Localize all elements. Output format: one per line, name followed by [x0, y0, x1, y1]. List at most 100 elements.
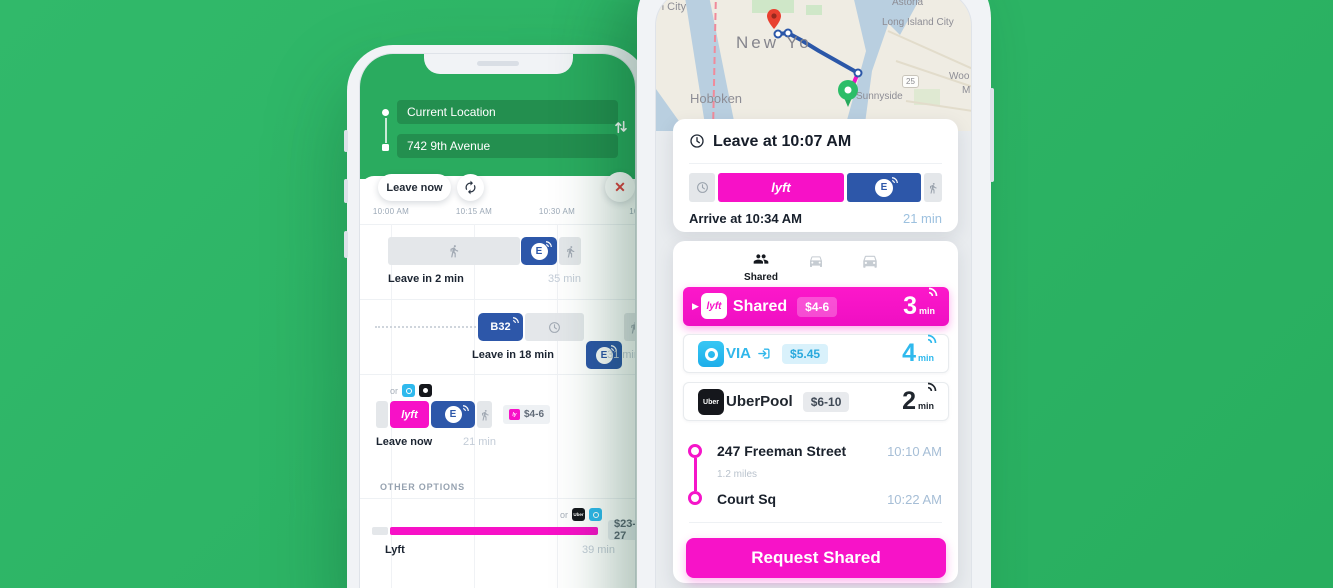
- option-price-badge: $4-6: [797, 296, 838, 317]
- rideshare-icon-dark: [419, 384, 433, 397]
- phone-notch: [424, 54, 573, 74]
- price-chip: $23-27: [608, 518, 635, 542]
- subway-segment-e: E: [847, 173, 921, 202]
- left-phone-screen: Current Location 742 9th Avenue Leave no…: [359, 53, 636, 588]
- live-signal-icon: [928, 381, 938, 391]
- walk-icon: [628, 321, 637, 334]
- power-button: [990, 88, 994, 182]
- volume-down-button: [344, 231, 348, 258]
- map-label-long-island-city: Long Island City: [882, 17, 954, 28]
- live-signal-icon: [513, 316, 520, 323]
- option-price-badge: $5.45: [782, 343, 829, 364]
- tab-shared[interactable]: Shared: [739, 251, 783, 283]
- leave-now-label: Leave now: [386, 181, 443, 194]
- route-duration-text: 39 min: [581, 544, 615, 556]
- option-name: Shared: [732, 297, 788, 315]
- map-label-sunnyside: Sunnyside: [856, 91, 903, 102]
- map[interactable]: E n City Astoria Long Island City New Yo…: [656, 0, 971, 131]
- destination-input-value: 742 9th Avenue: [407, 139, 491, 153]
- route-option-row[interactable]: E Leave in 2 min 35 min: [360, 237, 635, 297]
- route-leave-text: Leave in 18 min: [472, 349, 554, 361]
- route-leave-text: Leave in 2 min: [388, 273, 464, 285]
- shared-rides-icon: [750, 251, 772, 267]
- map-label-m: M: [962, 85, 971, 96]
- option-eta: 3 min: [903, 294, 935, 319]
- route-option-row[interactable]: or lyft E ly $4-6 Leave now 21 min: [360, 384, 635, 452]
- lyft-logo-icon: lyft: [701, 293, 727, 319]
- lyft-ride-bar: [390, 527, 598, 535]
- map-label-hoboken: Hoboken: [690, 91, 743, 106]
- clock-icon: [689, 133, 705, 149]
- option-eta: 2 min: [902, 389, 934, 414]
- pickup-stop-icon: [688, 444, 702, 458]
- map-label-new-york: New Yo: [736, 33, 812, 52]
- start-pin-icon: [762, 5, 786, 33]
- provider-name: Lyft: [385, 544, 405, 556]
- refresh-button[interactable]: [457, 174, 484, 201]
- leave-now-button[interactable]: Leave now: [378, 174, 451, 201]
- route-option-row[interactable]: B32 E Leave in 18 min 31 min: [360, 313, 637, 371]
- leave-time-title: Leave at 10:07 AM: [713, 133, 852, 150]
- mute-switch: [344, 130, 348, 152]
- clock-icon: [548, 321, 561, 334]
- live-signal-icon: [929, 286, 939, 296]
- time-axis-label: 10:30 AM: [538, 207, 576, 216]
- request-shared-button[interactable]: Request Shared: [686, 538, 946, 578]
- destination-square-icon: [382, 144, 389, 151]
- uber-logo-icon: Uber: [698, 389, 724, 415]
- close-button[interactable]: ✕: [605, 172, 635, 202]
- destination-input[interactable]: 742 9th Avenue: [397, 134, 618, 158]
- timeline-gridline: [557, 224, 558, 588]
- route-leave-text: Leave now: [376, 436, 433, 448]
- rail-line: [712, 0, 717, 131]
- itinerary-line: [693, 458, 697, 491]
- chevron-right-icon: ▶: [692, 301, 699, 311]
- or-text: or: [560, 509, 569, 520]
- option-name: VIA: [726, 345, 752, 362]
- lyft-segment: lyft: [718, 173, 844, 202]
- live-signal-icon: [546, 240, 553, 247]
- pickup-time: 10:10 AM: [887, 444, 942, 459]
- option-price-badge: $6-10: [802, 391, 850, 412]
- leave-card: Leave at 10:07 AM lyft E Arrive at 10:34…: [673, 119, 958, 232]
- route-duration-text: 21 min: [462, 436, 496, 448]
- lyft-badge: lyft: [390, 401, 429, 428]
- walk-icon: [927, 182, 939, 194]
- wait-dotted-line: [375, 326, 476, 328]
- open-in-app-icon: [757, 346, 772, 361]
- subway-badge-e: E: [521, 237, 557, 265]
- connector-line: [385, 118, 387, 143]
- total-duration: 21 min: [902, 211, 942, 226]
- origin-input[interactable]: Current Location: [397, 100, 618, 124]
- price-chip: ly $4-6: [503, 405, 551, 424]
- option-name: UberPool: [726, 393, 793, 410]
- options-card: Shared ▶ lyft Shared $4-6 3 min: [673, 241, 958, 583]
- clock-icon: [696, 181, 709, 194]
- speaker-grille: [477, 61, 519, 66]
- live-signal-icon: [892, 176, 899, 183]
- walk-segment: [924, 173, 942, 202]
- tab-car-icon[interactable]: [805, 253, 827, 269]
- dropoff-address: Court Sq: [717, 491, 777, 507]
- origin-dot-icon: [382, 109, 389, 116]
- live-signal-icon: [463, 404, 470, 411]
- dropoff-stop-icon: [688, 491, 702, 505]
- time-axis-label: 10:00 AM: [372, 207, 410, 216]
- route-duration-text: 35 min: [547, 273, 581, 285]
- arrive-text: Arrive at 10:34 AM: [689, 211, 802, 226]
- or-text: or: [390, 385, 399, 396]
- option-eta: 4 min: [902, 341, 934, 366]
- time-axis-label: 10:45: [629, 207, 635, 216]
- pickup-address: 247 Freeman Street: [717, 443, 847, 459]
- option-row-via[interactable]: VIA $5.45 4 min: [683, 334, 949, 373]
- lyft-icon-small: ly: [509, 409, 520, 420]
- option-row-lyft-shared[interactable]: ▶ lyft Shared $4-6 3 min: [683, 287, 949, 326]
- option-row-uberpool[interactable]: Uber UberPool $6-10 2 min: [683, 382, 949, 421]
- bus-badge-b32: B32: [478, 313, 523, 341]
- tab-suv-icon[interactable]: [858, 252, 882, 270]
- right-phone-screen: E n City Astoria Long Island City New Yo…: [655, 0, 972, 588]
- swap-locations-icon[interactable]: [613, 118, 629, 136]
- walk-icon: [564, 245, 577, 258]
- tab-shared-label: Shared: [744, 272, 778, 283]
- lyft-option-row[interactable]: or Uber $23-27 Lyft 39 min: [360, 506, 635, 566]
